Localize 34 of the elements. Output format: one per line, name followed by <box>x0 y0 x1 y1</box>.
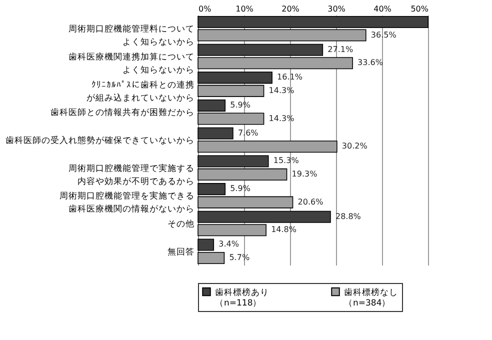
data-label: 14.8% <box>271 225 297 234</box>
x-tick-label: 10% <box>236 4 254 14</box>
data-label: 28.8% <box>335 212 362 221</box>
data-label: 20.6% <box>298 197 324 206</box>
data-label: 14.3% <box>268 114 295 123</box>
data-label: 30.2% <box>342 142 368 151</box>
data-label: 5.9% <box>230 184 251 194</box>
x-tick-label: 40% <box>374 4 392 14</box>
data-label: 5.7% <box>229 252 250 262</box>
x-tick-label: 20% <box>282 4 300 14</box>
legend-label: 歯科標榜なし（n=384） <box>344 286 398 308</box>
data-label: 14.3% <box>268 86 295 95</box>
y-tick-label: 周術期口腔機能管理を実施できる歯科医療機関の情報がないから <box>60 190 194 215</box>
y-tick-label: 歯科医師の受入れ態勢が確保できていないから <box>6 135 194 146</box>
x-tick-label: 50% <box>410 4 429 14</box>
data-label: 5.9% <box>230 100 251 110</box>
data-label: 16.1% <box>277 72 303 82</box>
x-tick-label: 0% <box>198 4 212 14</box>
y-tick-label: 歯科医療機関連携加算についてよく知らないから <box>68 51 194 76</box>
y-tick-label: ｸﾘﾆｶﾙﾊﾟｽに歯科との連携が組み込まれていないから <box>86 79 194 104</box>
data-label: 27.1% <box>328 44 354 54</box>
data-label: 7.6% <box>238 128 259 138</box>
data-label: 15.3% <box>273 156 300 166</box>
data-label: 3.4% <box>218 240 240 249</box>
y-tick-label: 周術期口腔機能管理で実施する内容や効果が不明であるから <box>68 162 194 187</box>
y-tick-label: その他 <box>168 218 194 230</box>
data-label: 36.5% <box>370 30 397 40</box>
legend-label: 歯科標榜あり（n=118） <box>215 286 269 308</box>
data-label: 33.6% <box>358 58 384 68</box>
y-tick-label: 周術期口腔機能管理料についてよく知らないから <box>68 24 194 48</box>
y-tick-label: 歯科医師との情報共有が困難だから <box>50 107 194 118</box>
data-label: 19.3% <box>292 169 318 178</box>
x-tick-label: 30% <box>328 4 346 14</box>
y-tick-label: 無回答 <box>168 246 194 258</box>
